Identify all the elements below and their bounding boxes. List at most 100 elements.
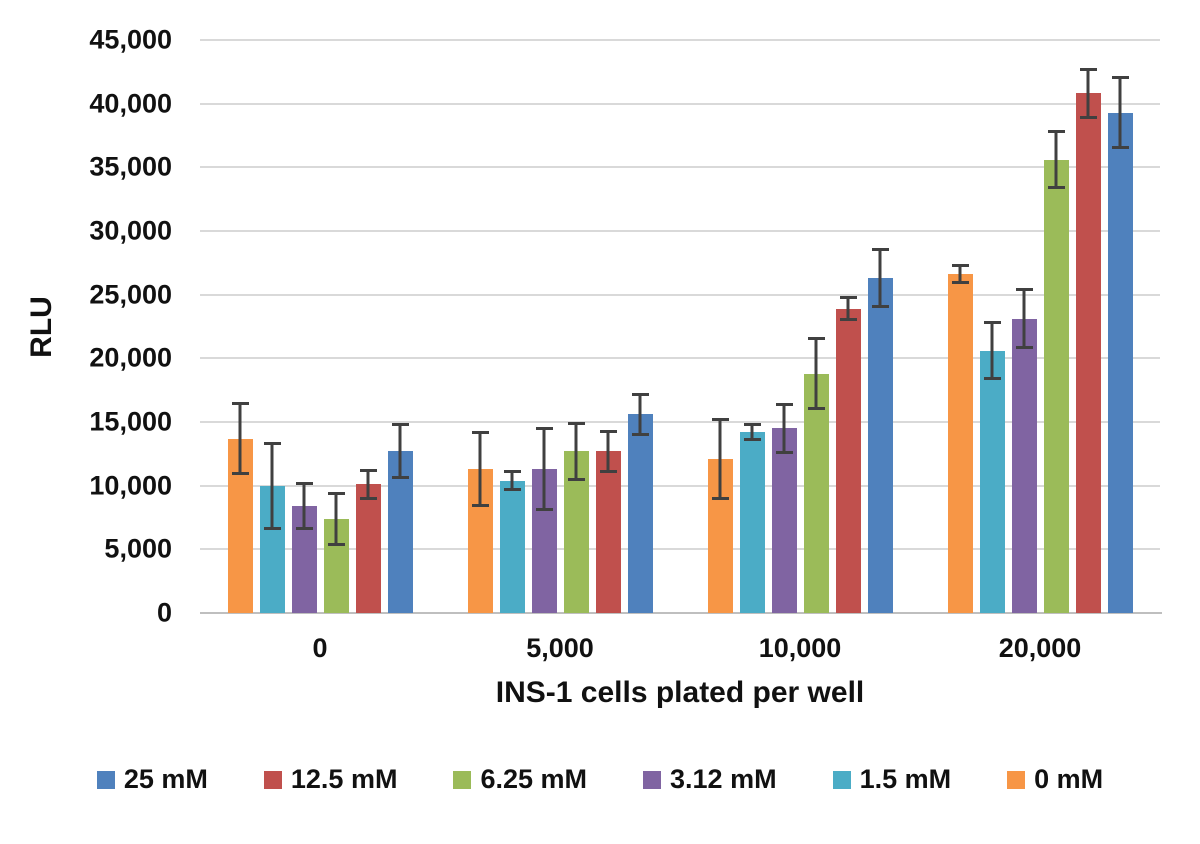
bar-12-5-mm-10-000 [835,308,861,613]
legend-swatch-1-5-mm [832,770,851,789]
error-bar-cap-bottom [535,508,553,512]
error-bar-cap-bottom [1079,115,1097,119]
error-bar-cap-bottom [567,477,585,481]
error-bar-0-mm-20-000 [951,264,969,285]
error-bar-stem [1086,68,1090,119]
gridline-25000 [200,293,1160,296]
error-bar-6-25-mm-20-000 [1047,130,1065,189]
bar-12-5-mm-20-000 [1075,93,1101,613]
error-bar-cap-bottom [711,496,729,500]
x-axis-title: INS-1 cells plated per well [495,676,865,709]
x-axis-line [200,612,1162,614]
error-bar-cap-bottom [327,542,345,546]
error-bar-1-5-mm-0 [263,441,281,530]
y-axis-tick-labels: 0 5,000 10,000 15,000 20,000 25,000 30,000 35,0… [0,25,172,628]
error-bar-cap-top [1047,130,1065,134]
error-bar-cap-bottom [983,376,1001,380]
bar-25-mm-20-000 [1107,112,1133,613]
error-bar-0-mm-10-000 [711,418,729,500]
x-tick-label-10-000: 10,000 [758,633,842,663]
error-bar-cap-bottom [951,281,969,285]
error-bar-cap-top [295,482,313,486]
error-bar-3-12-mm-5-000 [535,427,553,512]
error-bar-cap-top [871,248,889,252]
legend-label-6-25-mm: 6.25 mM [480,764,588,794]
gridline-35000 [200,166,1160,169]
error-bar-cap-bottom [599,469,617,473]
error-bar-6-25-mm-10-000 [807,337,825,410]
legend-label-0-mm: 0 mM [1034,764,1104,794]
error-bar-12-5-mm-5-000 [599,429,617,473]
y-tick-label-5-000: 5,000 [104,533,172,564]
error-bar-cap-bottom [1015,346,1033,350]
error-bar-25-mm-10-000 [871,248,889,309]
error-bar-cap-bottom [231,472,249,476]
error-bar-25-mm-5-000 [631,392,649,436]
error-bar-25-mm-0 [391,423,409,480]
legend-item-25-mm: 25 mM [96,764,208,795]
error-bar-cap-bottom [295,526,313,530]
legend-item-1-5-mm: 1.5 mM [832,764,952,795]
error-bar-cap-bottom [263,526,281,530]
error-bar-cap-bottom [1111,146,1129,150]
x-tick-label-0: 0 [312,633,328,663]
error-bar-cap-bottom [391,476,409,480]
error-bar-cap-top [1079,68,1097,71]
gridline-30000 [200,230,1160,232]
error-bar-stem [990,321,994,380]
bar-1-5-mm-5-000 [499,480,525,613]
error-bar-cap-bottom [775,450,793,454]
error-bar-cap-bottom [807,406,825,410]
error-bar-stem [1054,130,1058,189]
error-bar-cap-bottom [871,305,889,309]
gridline-40000 [200,102,1160,105]
bar-1-5-mm-20-000 [979,350,1005,613]
error-bar-cap-bottom [1047,185,1065,189]
error-bar-cap-top [983,321,1001,325]
error-bar-cap-bottom [503,488,521,492]
gridline-15000 [200,421,1160,423]
error-bar-cap-top [359,469,377,473]
y-tick-label-35-000: 35,000 [89,151,172,182]
error-bar-stem [718,418,722,500]
error-bar-stem [1022,288,1026,350]
error-bar-stem [270,441,274,530]
error-bar-stem [878,248,882,309]
error-bar-cap-top [535,427,553,431]
error-bar-0-mm-5-000 [471,430,489,508]
error-bar-3-12-mm-20-000 [1015,288,1033,350]
error-bar-stem [302,482,306,530]
error-bar-stem [1118,75,1122,150]
error-bar-3-12-mm-10-000 [775,402,793,454]
error-bar-stem [750,423,754,442]
y-tick-label-40-000: 40,000 [89,88,172,119]
y-tick-label-0: 0 [156,597,172,628]
error-bar-cap-top [1015,288,1033,292]
legend-label-3-12-mm: 3.12 mM [670,764,777,794]
legend-label-12-5-mm: 12.5 mM [290,764,398,794]
error-bar-stem [846,295,850,322]
error-bar-cap-top [631,392,649,396]
error-bar-1-5-mm-20-000 [983,321,1001,380]
error-bar-stem [398,423,402,480]
bar-6-25-mm-20-000 [1043,159,1069,613]
error-bar-cap-top [807,337,825,341]
bar-25-mm-10-000 [867,278,893,613]
y-tick-label-25-000: 25,000 [89,279,172,310]
error-bar-12-5-mm-0 [359,469,377,500]
error-bar-stem [782,402,786,454]
error-bar-stem [542,427,546,512]
error-bar-stem [958,264,962,285]
error-bar-cap-top [711,418,729,422]
error-bar-stem [238,401,242,476]
error-bar-cap-top [599,429,617,433]
error-bar-stem [606,429,610,473]
error-bar-stem [814,337,818,410]
x-axis-tick-labels: 0 5,000 10,000 20,000 [200,613,1160,669]
legend-label-1-5-mm: 1.5 mM [859,764,952,794]
error-bar-cap-top [503,469,521,473]
y-tick-label-45-000: 45,000 [89,24,172,55]
error-bar-stem [574,422,578,481]
legend-item-0-mm: 0 mM [1007,764,1103,795]
